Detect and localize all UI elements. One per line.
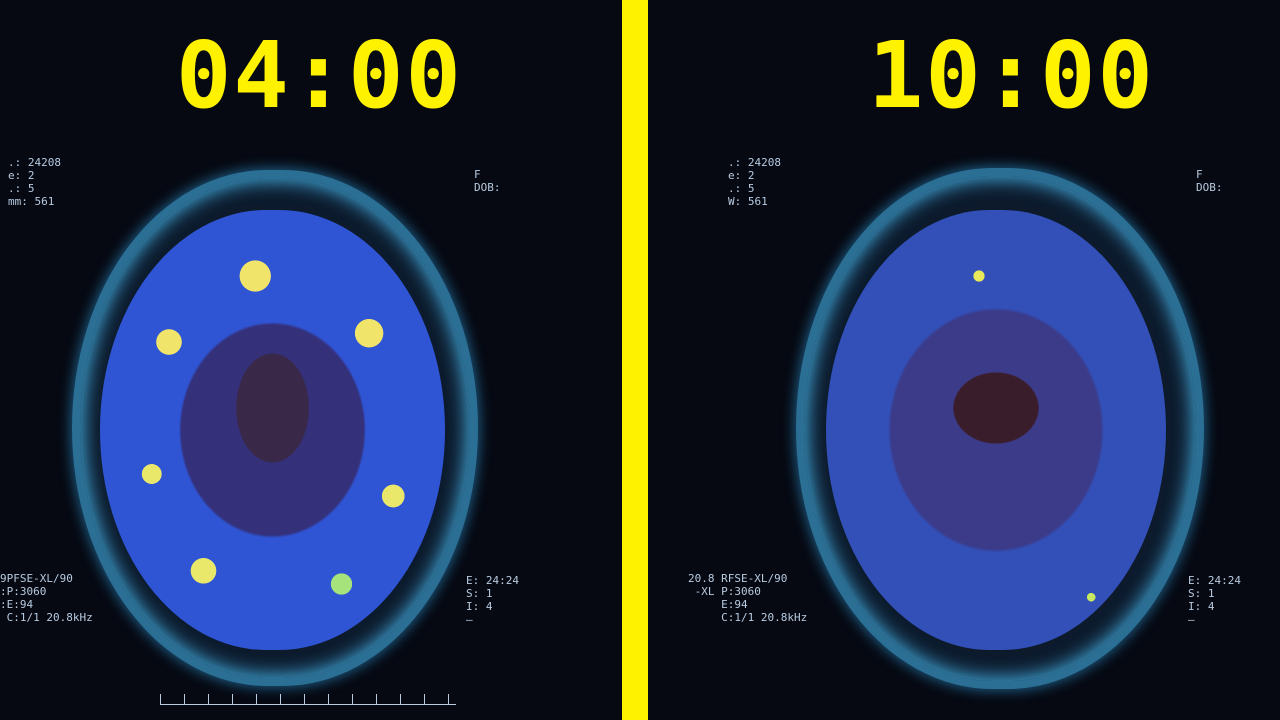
scan-panel-right: 10:00 .: 24208 e: 2 .: 5 W: 561 F DOB: 2… [648,0,1280,720]
scan-meta-bottom-right: E: 24:24 S: 1 I: 4 — [1188,574,1241,626]
time-label: 04:00 [176,22,463,129]
scan-meta-bottom-left: 9PFSE-XL/90 :P:3060 :E:94 C:1/1 20.8kHz [0,572,93,624]
scan-meta-bottom-right: E: 24:24 S: 1 I: 4 — [466,574,519,626]
scale-ruler [160,694,456,705]
divider [622,0,648,720]
scan-meta-top-right: F DOB: [1196,168,1223,194]
scan-meta-bottom-left: 20.8 RFSE-XL/90 -XL P:3060 E:94 C:1/1 20… [688,572,808,624]
scan-panel-left: 04:00 .: 24208 e: 2 .: 5 mm: 561 F DOB: … [0,0,622,720]
time-label: 10:00 [868,22,1155,129]
scan-meta-top-left: .: 24208 e: 2 .: 5 W: 561 [728,156,781,208]
brain-scan-image [826,210,1166,650]
scan-meta-top-right: F DOB: [474,168,501,194]
brain-scan-image [100,210,445,650]
scan-meta-top-left: .: 24208 e: 2 .: 5 mm: 561 [8,156,61,208]
